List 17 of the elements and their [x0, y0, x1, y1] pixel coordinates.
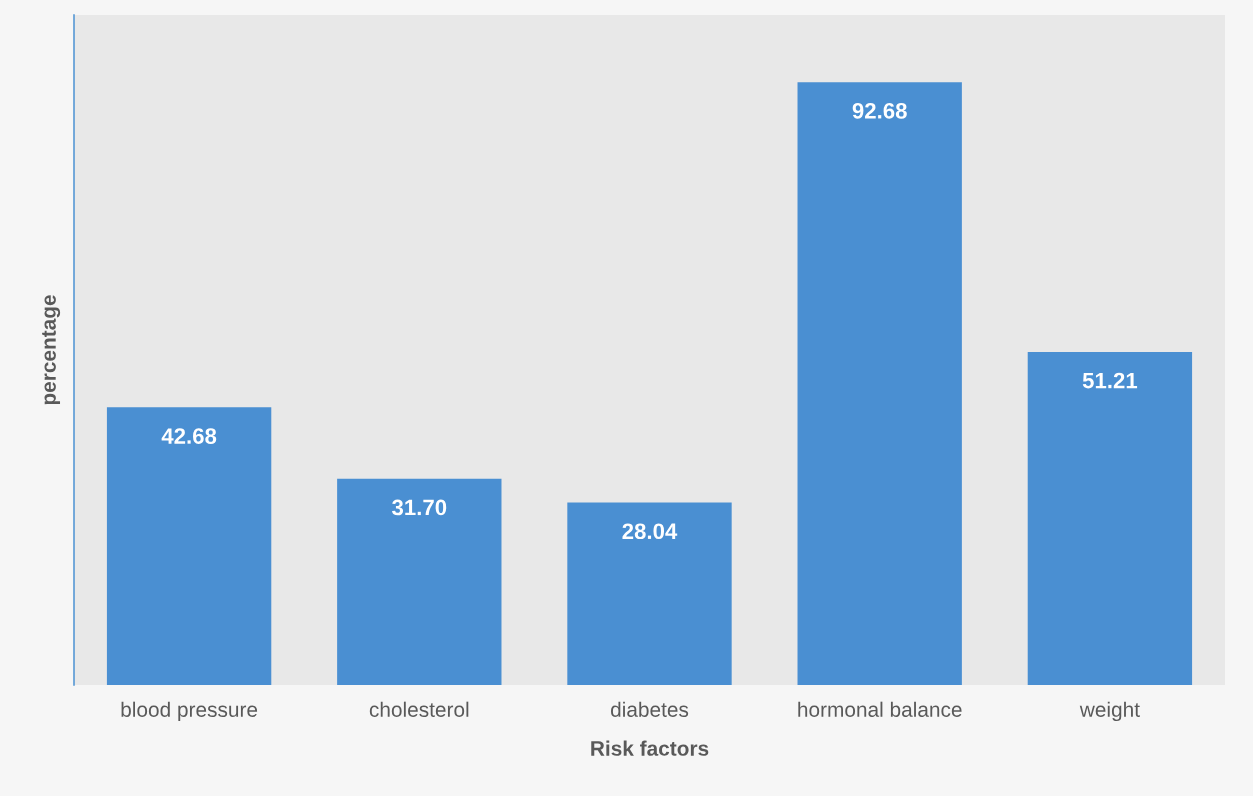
x-tick-label: blood pressure [121, 701, 258, 722]
data-label: 28.04 [622, 523, 678, 540]
x-tick-label: hormonal balance [798, 701, 962, 717]
bar [106, 407, 272, 685]
data-label: 31.70 [392, 499, 447, 516]
x-tick-label: cholesterol [369, 701, 469, 717]
bar [337, 478, 502, 685]
y-axis-title: percentage [42, 295, 61, 405]
bar [1027, 351, 1193, 685]
bar [797, 82, 962, 685]
data-label: 92.68 [852, 102, 907, 119]
data-label: 51.21 [1082, 372, 1138, 389]
bar [567, 502, 732, 685]
x-tick-label: diabetes [611, 701, 689, 717]
data-label: 42.68 [161, 428, 217, 444]
x-axis-title: Risk factors [591, 740, 709, 756]
x-tick-label: weight [1079, 701, 1140, 722]
